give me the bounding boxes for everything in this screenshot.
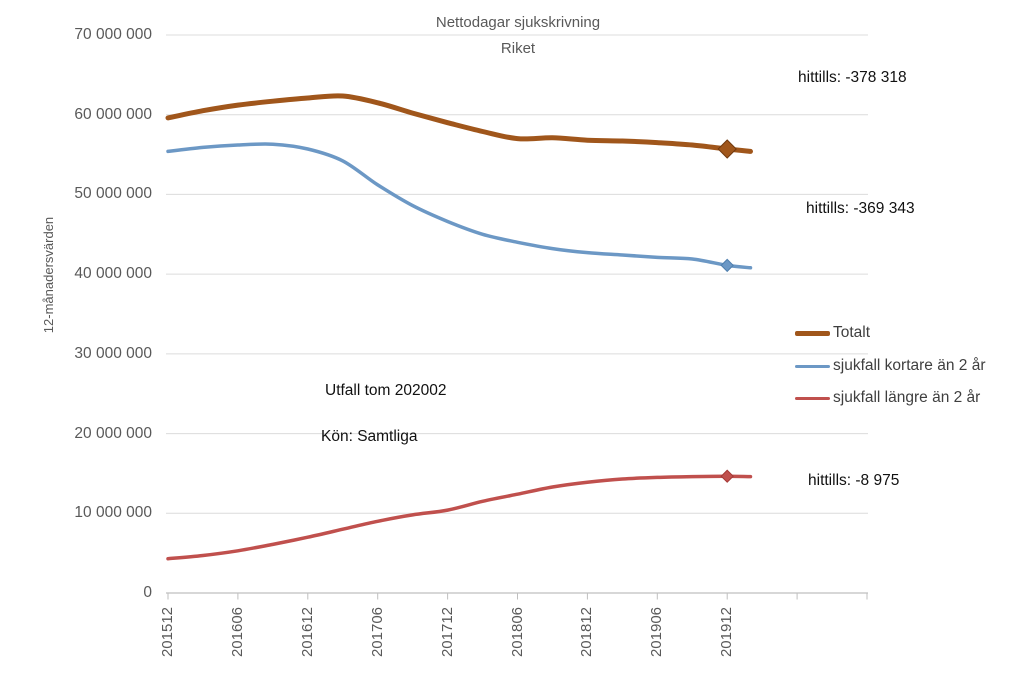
series-line-totalt bbox=[165, 93, 753, 154]
annotation-utfall: Utfall tom 202002 bbox=[325, 382, 447, 399]
x-tick-label: 201712 bbox=[438, 606, 456, 658]
series-line-langre bbox=[166, 474, 753, 561]
legend-swatch bbox=[795, 330, 830, 336]
legend-label: sjukfall längre än 2 år bbox=[833, 389, 981, 406]
x-tick-label: 201512 bbox=[159, 606, 176, 658]
diamond-marker-kortare bbox=[720, 258, 734, 273]
y-tick-label: 40 000 000 bbox=[74, 265, 152, 283]
x-tick-label: 201706 bbox=[368, 606, 386, 658]
diamond-marker-langre bbox=[720, 469, 734, 483]
x-tick-label: 201806 bbox=[508, 606, 526, 658]
annotation-hittills-totalt: hittills: -378 318 bbox=[798, 69, 907, 86]
legend-item-totalt: Totalt bbox=[795, 324, 870, 342]
series-line-kortare bbox=[166, 142, 753, 270]
chart-title: Nettodagar sjukskrivning bbox=[435, 14, 601, 31]
legend-item-langre: sjukfall längre än 2 år bbox=[795, 389, 980, 407]
x-tick-label: 201906 bbox=[648, 606, 666, 658]
legend-label: sjukfall kortare än 2 år bbox=[833, 357, 986, 374]
y-tick-label: 70 000 000 bbox=[74, 26, 152, 43]
y-tick-label: 60 000 000 bbox=[74, 105, 152, 123]
chart-subtitle: Riket bbox=[500, 40, 536, 57]
y-tick-label: 0 bbox=[143, 584, 152, 601]
y-tick-label: 20 000 000 bbox=[74, 424, 152, 442]
y-tick-label: 10 000 000 bbox=[74, 504, 152, 522]
legend-swatch bbox=[795, 396, 830, 400]
annotation-kon: Kön: Samtliga bbox=[321, 428, 418, 445]
x-tick-label: 201606 bbox=[228, 606, 246, 658]
x-tick-label: 201612 bbox=[298, 606, 316, 658]
x-tick-label: 201812 bbox=[578, 606, 596, 658]
x-tick-label: 201912 bbox=[718, 606, 736, 658]
legend-label: Totalt bbox=[833, 324, 871, 341]
legend-swatch bbox=[795, 364, 830, 368]
diamond-marker-totalt bbox=[717, 139, 737, 159]
y-tick-label: 30 000 000 bbox=[74, 344, 152, 362]
y-tick-label: 50 000 000 bbox=[74, 185, 152, 203]
annotation-hittills-langre: hittills: -8 975 bbox=[808, 472, 900, 489]
annotation-hittills-kortare: hittills: -369 343 bbox=[806, 200, 915, 217]
legend-item-kortare: sjukfall kortare än 2 år bbox=[795, 357, 986, 375]
